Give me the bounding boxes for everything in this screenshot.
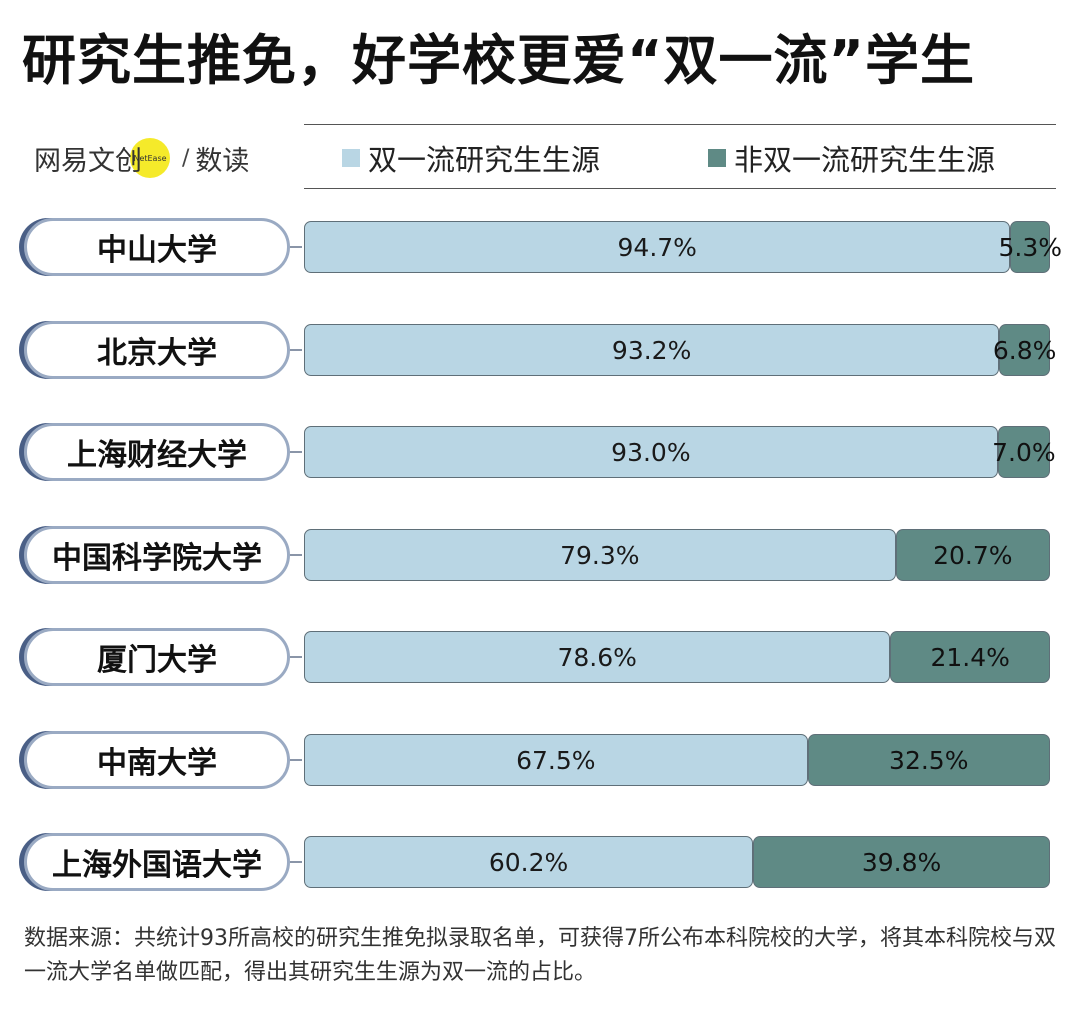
category-label: 北京大学 <box>97 336 217 371</box>
bar-non-double-first-class: 7.0% <box>992 426 1056 478</box>
bar-non-double-first-class: 32.5% <box>807 734 1050 786</box>
pill-connector <box>290 656 302 658</box>
category-pill: 厦门大学 <box>24 628 290 686</box>
category-label: 中南大学 <box>97 746 217 781</box>
category-label: 上海外国语大学 <box>52 848 262 883</box>
bar-double-first-class: 79.3% <box>304 529 896 581</box>
category-pill: 中南大学 <box>24 731 290 789</box>
bar-non-double-first-class: 6.8% <box>993 324 1056 376</box>
brand-separator: / <box>182 145 190 171</box>
header-bottom-rule <box>304 188 1056 189</box>
pill-connector <box>290 759 302 761</box>
pill-connector <box>290 451 302 453</box>
bar-non-double-first-class: 39.8% <box>753 836 1050 888</box>
legend-item-non-double-first-class: 非双一流研究生生源 <box>708 138 995 178</box>
brand-name: 网易文创 <box>34 145 142 177</box>
legend-swatch-double-first-class <box>342 149 360 167</box>
category-pill: 上海外国语大学 <box>24 833 290 891</box>
data-label: 7.0% <box>992 437 1056 467</box>
bar-non-double-first-class: 21.4% <box>890 631 1050 683</box>
category-pill: 上海财经大学 <box>24 423 290 481</box>
bar-double-first-class: 93.0% <box>304 426 998 478</box>
legend-label-double-first-class: 双一流研究生生源 <box>368 143 601 177</box>
legend-label-non-double-first-class: 非双一流研究生生源 <box>734 143 996 177</box>
category-pill: 中国科学院大学 <box>24 526 290 584</box>
legend-item-double-first-class: 双一流研究生生源 <box>342 138 600 178</box>
brand-subtitle: 数读 <box>195 145 250 177</box>
pill-connector <box>290 861 302 863</box>
data-label: 67.5% <box>516 745 596 775</box>
pill-connector <box>290 554 302 556</box>
pill-connector <box>290 246 302 248</box>
data-label: 79.3% <box>560 540 640 570</box>
category-label: 厦门大学 <box>97 643 217 678</box>
bar-double-first-class: 94.7% <box>304 221 1011 273</box>
category-label: 上海财经大学 <box>67 438 247 473</box>
data-label: 5.3% <box>998 232 1062 262</box>
data-label: 93.0% <box>611 437 691 467</box>
data-label: 6.8% <box>992 335 1057 365</box>
bar-non-double-first-class: 5.3% <box>998 221 1062 273</box>
data-label: 39.8% <box>861 847 942 877</box>
bar-double-first-class: 67.5% <box>304 734 808 786</box>
brand-badge-icon: NetEase <box>130 138 170 178</box>
category-label: 中国科学院大学 <box>52 541 262 576</box>
header-top-rule <box>304 124 1056 125</box>
bar-non-double-first-class: 20.7% <box>895 529 1050 581</box>
category-pill: 北京大学 <box>24 321 290 379</box>
data-label: 21.4% <box>930 642 1010 672</box>
brand-logo: 网易文创 NetEase / 数读 <box>34 136 294 180</box>
data-label: 20.7% <box>933 540 1013 570</box>
data-label: 93.2% <box>611 335 692 365</box>
data-label: 32.5% <box>889 745 969 775</box>
bar-double-first-class: 93.2% <box>304 324 1000 376</box>
legend-swatch-non-double-first-class <box>708 149 726 167</box>
pill-connector <box>290 349 302 351</box>
data-source-note: 数据来源：共统计93所高校的研究生推免拟录取名单，可获得7所公布本科院校的大学，… <box>24 926 1056 985</box>
data-label: 94.7% <box>617 232 697 262</box>
data-label: 78.6% <box>557 642 637 672</box>
bar-double-first-class: 60.2% <box>304 836 754 888</box>
data-label: 60.2% <box>488 847 569 877</box>
category-pill: 中山大学 <box>24 218 290 276</box>
chart-title: 研究生推免，好学校更爱“双一流”学生 <box>22 29 975 92</box>
category-label: 中山大学 <box>97 233 217 268</box>
bar-double-first-class: 78.6% <box>304 631 891 683</box>
